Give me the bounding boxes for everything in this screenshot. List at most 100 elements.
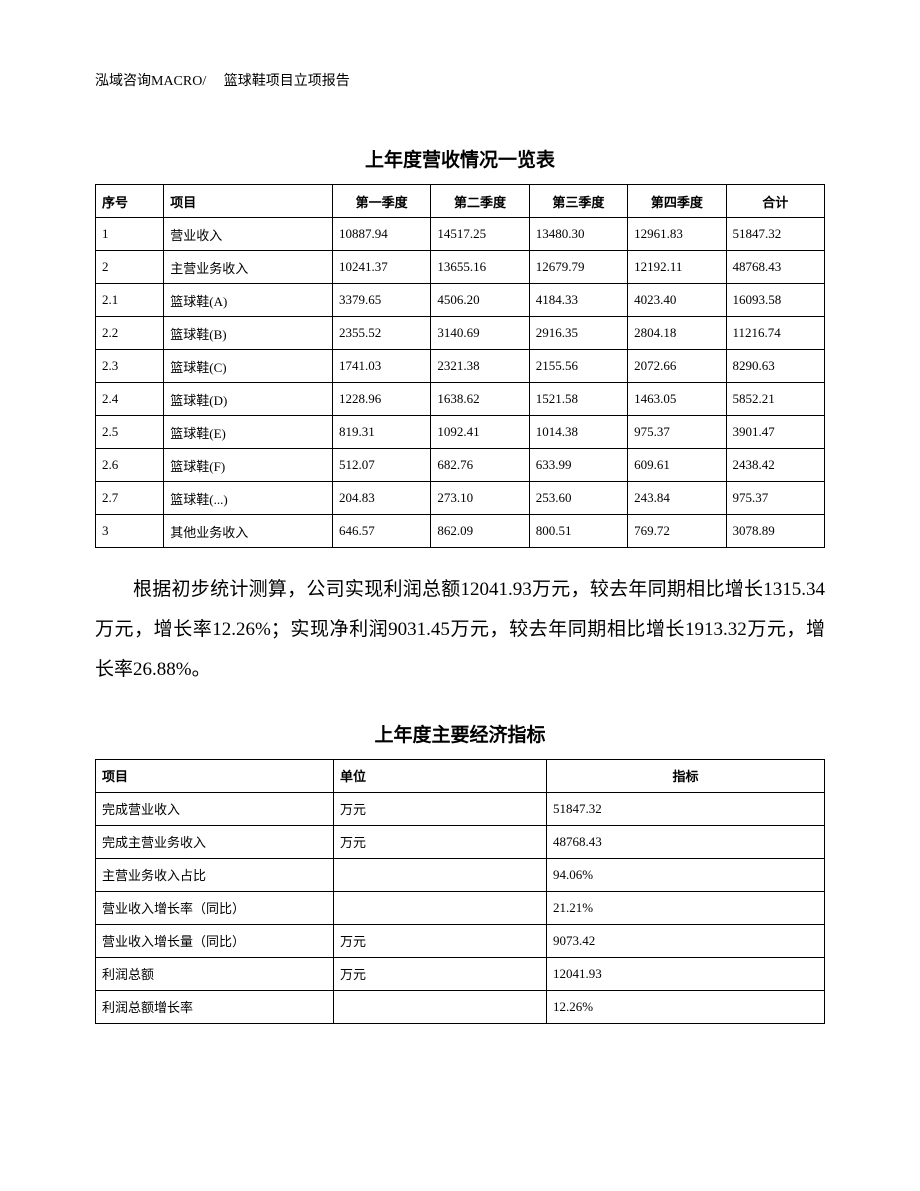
table-cell: 3379.65	[332, 284, 430, 317]
revenue-table: 序号 项目 第一季度 第二季度 第三季度 第四季度 合计 1营业收入10887.…	[95, 184, 825, 548]
table-row: 完成主营业务收入万元48768.43	[96, 825, 825, 858]
t2-col-value: 指标	[547, 759, 825, 792]
table-cell: 1638.62	[431, 383, 529, 416]
table-row: 2.4篮球鞋(D)1228.961638.621521.581463.05585…	[96, 383, 825, 416]
table-cell: 1463.05	[628, 383, 726, 416]
table-cell: 3078.89	[726, 515, 824, 548]
t2-col-unit: 单位	[334, 759, 547, 792]
table-cell: 1014.38	[529, 416, 627, 449]
table-row: 3其他业务收入646.57862.09800.51769.723078.89	[96, 515, 825, 548]
table-cell: 2916.35	[529, 317, 627, 350]
t1-col-q4: 第四季度	[628, 185, 726, 218]
table-cell: 2072.66	[628, 350, 726, 383]
table-cell: 12961.83	[628, 218, 726, 251]
table-cell: 21.21%	[547, 891, 825, 924]
table-cell: 16093.58	[726, 284, 824, 317]
table-cell: 273.10	[431, 482, 529, 515]
table-cell: 主营业务收入	[164, 251, 333, 284]
table-cell: 3901.47	[726, 416, 824, 449]
table-cell: 12.26%	[547, 990, 825, 1023]
table-cell: 2355.52	[332, 317, 430, 350]
table-cell: 篮球鞋(F)	[164, 449, 333, 482]
document-page: 泓域咨询MACRO/ 篮球鞋项目立项报告 上年度营收情况一览表 序号 项目 第一…	[0, 0, 920, 1084]
table-cell: 10887.94	[332, 218, 430, 251]
table-cell: 2.5	[96, 416, 164, 449]
table-row: 1营业收入10887.9414517.2513480.3012961.83518…	[96, 218, 825, 251]
table2-title: 上年度主要经济指标	[95, 720, 825, 747]
table-cell: 819.31	[332, 416, 430, 449]
table-cell: 633.99	[529, 449, 627, 482]
table-cell: 13655.16	[431, 251, 529, 284]
t1-col-seq: 序号	[96, 185, 164, 218]
table-cell: 篮球鞋(B)	[164, 317, 333, 350]
table-cell: 篮球鞋(E)	[164, 416, 333, 449]
table2-header-row: 项目 单位 指标	[96, 759, 825, 792]
table-cell: 243.84	[628, 482, 726, 515]
table-cell: 13480.30	[529, 218, 627, 251]
table-row: 营业收入增长率（同比） 21.21%	[96, 891, 825, 924]
table-cell: 篮球鞋(C)	[164, 350, 333, 383]
table-cell: 完成主营业务收入	[96, 825, 334, 858]
table-cell: 2438.42	[726, 449, 824, 482]
table-cell: 篮球鞋(A)	[164, 284, 333, 317]
table-row: 2.3篮球鞋(C)1741.032321.382155.562072.66829…	[96, 350, 825, 383]
table-cell: 2	[96, 251, 164, 284]
table-cell: 2.2	[96, 317, 164, 350]
t1-col-q3: 第三季度	[529, 185, 627, 218]
table-cell: 51847.32	[726, 218, 824, 251]
table-cell: 2.3	[96, 350, 164, 383]
table-cell: 609.61	[628, 449, 726, 482]
table-cell: 11216.74	[726, 317, 824, 350]
table-cell: 营业收入增长率（同比）	[96, 891, 334, 924]
table-cell: 48768.43	[547, 825, 825, 858]
table-cell: 万元	[334, 825, 547, 858]
table-cell: 2155.56	[529, 350, 627, 383]
table1-header-row: 序号 项目 第一季度 第二季度 第三季度 第四季度 合计	[96, 185, 825, 218]
t1-col-q2: 第二季度	[431, 185, 529, 218]
table-cell: 14517.25	[431, 218, 529, 251]
table-cell: 3140.69	[431, 317, 529, 350]
table-cell: 512.07	[332, 449, 430, 482]
table-cell: 万元	[334, 957, 547, 990]
table-row: 营业收入增长量（同比）万元9073.42	[96, 924, 825, 957]
indicators-table: 项目 单位 指标 完成营业收入万元51847.32完成主营业务收入万元48768…	[95, 759, 825, 1024]
table-cell: 682.76	[431, 449, 529, 482]
table-cell: 1	[96, 218, 164, 251]
table-cell: 12679.79	[529, 251, 627, 284]
table-cell: 4506.20	[431, 284, 529, 317]
table-cell: 1521.58	[529, 383, 627, 416]
table-cell: 1228.96	[332, 383, 430, 416]
table-row: 利润总额增长率 12.26%	[96, 990, 825, 1023]
table-cell: 利润总额	[96, 957, 334, 990]
table-row: 2.1篮球鞋(A)3379.654506.204184.334023.40160…	[96, 284, 825, 317]
table-cell: 10241.37	[332, 251, 430, 284]
table-cell: 2.4	[96, 383, 164, 416]
table-cell: 51847.32	[547, 792, 825, 825]
t1-col-total: 合计	[726, 185, 824, 218]
table-cell: 其他业务收入	[164, 515, 333, 548]
table-cell: 12192.11	[628, 251, 726, 284]
table-cell	[334, 891, 547, 924]
table-cell: 2.1	[96, 284, 164, 317]
table-cell: 800.51	[529, 515, 627, 548]
table-cell: 975.37	[726, 482, 824, 515]
table-cell	[334, 990, 547, 1023]
table-cell: 篮球鞋(D)	[164, 383, 333, 416]
table-cell: 12041.93	[547, 957, 825, 990]
table-cell: 利润总额增长率	[96, 990, 334, 1023]
table-cell: 2321.38	[431, 350, 529, 383]
table-cell: 253.60	[529, 482, 627, 515]
table-cell: 9073.42	[547, 924, 825, 957]
table-cell: 204.83	[332, 482, 430, 515]
table-cell: 2804.18	[628, 317, 726, 350]
table-cell: 646.57	[332, 515, 430, 548]
table-cell: 1741.03	[332, 350, 430, 383]
table-cell: 862.09	[431, 515, 529, 548]
table-cell: 8290.63	[726, 350, 824, 383]
table-cell: 769.72	[628, 515, 726, 548]
table-cell: 完成营业收入	[96, 792, 334, 825]
table-cell	[334, 858, 547, 891]
table-cell: 975.37	[628, 416, 726, 449]
table-cell: 5852.21	[726, 383, 824, 416]
table-row: 完成营业收入万元51847.32	[96, 792, 825, 825]
